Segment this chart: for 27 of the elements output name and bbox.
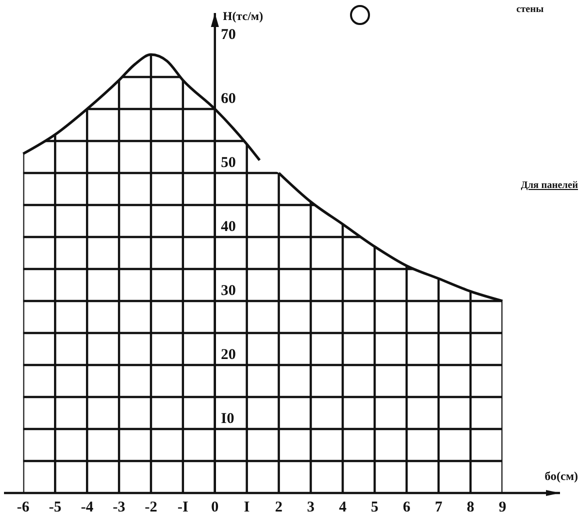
x-tick-label: -5 bbox=[48, 500, 62, 514]
x-tick-label: -4 bbox=[80, 500, 94, 514]
y-tick-label: I0 bbox=[220, 411, 234, 427]
x-tick-label: 9 bbox=[498, 500, 506, 514]
x-tick-label: 2 bbox=[275, 500, 283, 514]
x-tick-label: 0 bbox=[211, 500, 219, 514]
x-tick-label: -6 bbox=[16, 500, 30, 514]
x-tick-label: I bbox=[244, 500, 250, 514]
x-tick-label: -I bbox=[178, 500, 189, 514]
y-tick-label: 70 bbox=[220, 27, 236, 43]
x-tick-label: 5 bbox=[370, 500, 378, 514]
x-tick-label: -2 bbox=[144, 500, 158, 514]
y-tick-label: 40 bbox=[220, 219, 236, 235]
x-tick-label: 4 bbox=[338, 500, 347, 514]
annotation: Для панелей bbox=[520, 180, 578, 191]
x-tick-label: 8 bbox=[466, 500, 474, 514]
x-tick-label: 3 bbox=[307, 500, 315, 514]
annotation: стены bbox=[516, 4, 544, 15]
y-axis-title: Н(тс/м) bbox=[222, 9, 264, 23]
y-tick-label: 30 bbox=[220, 283, 236, 299]
y-tick-label: 50 bbox=[220, 155, 236, 171]
x-tick-label: 7 bbox=[434, 500, 443, 514]
x-tick-label: 6 bbox=[402, 500, 411, 514]
x-axis-title: бо(см) bbox=[544, 469, 578, 483]
y-tick-label: 60 bbox=[220, 91, 236, 107]
y-tick-label: 20 bbox=[220, 347, 236, 363]
x-tick-label: -3 bbox=[112, 500, 126, 514]
